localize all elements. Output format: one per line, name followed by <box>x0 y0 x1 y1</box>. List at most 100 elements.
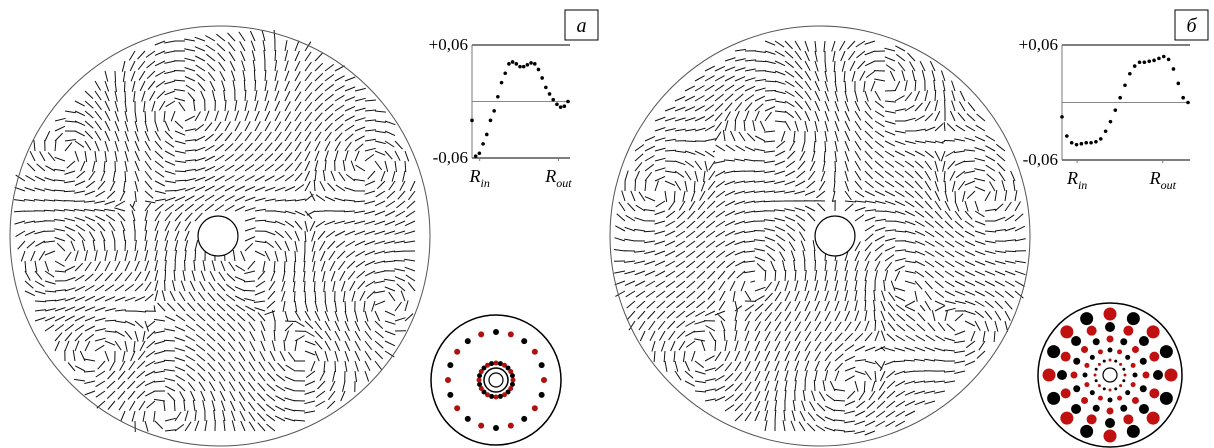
inset-dot <box>1071 336 1081 346</box>
inset-dot <box>1123 326 1133 336</box>
inset-dot <box>1073 385 1080 392</box>
data-point <box>1167 58 1171 62</box>
inset-dot <box>1090 355 1095 360</box>
inset-dot <box>478 423 484 429</box>
inset-dot <box>532 405 538 411</box>
data-point <box>481 142 485 146</box>
inset-dot <box>510 373 515 378</box>
inset-dot <box>1061 352 1071 362</box>
y-tick-label: -0,06 <box>1023 150 1058 169</box>
inset-dot <box>447 362 453 368</box>
data-point <box>518 65 522 69</box>
inset-dot <box>1103 360 1106 363</box>
data-point <box>1070 141 1074 145</box>
inset-dot <box>1093 338 1100 345</box>
y-tick-label: +0,06 <box>1019 35 1058 54</box>
inset-dot <box>498 394 503 399</box>
data-point <box>1181 96 1185 100</box>
inset-dot <box>1124 374 1127 377</box>
data-point <box>537 68 541 72</box>
data-point <box>1128 72 1132 76</box>
tick-symbol: R <box>469 166 481 186</box>
inset-dot <box>1071 404 1081 414</box>
inset-dot <box>1043 369 1056 382</box>
inset-dot <box>1083 373 1088 378</box>
inset-dot <box>1160 345 1173 358</box>
data-point <box>1152 59 1156 63</box>
data-point <box>529 61 533 65</box>
inner-cylinder <box>815 216 855 256</box>
inset-dot <box>1095 368 1098 371</box>
data-point <box>515 62 519 66</box>
inset-dot <box>1080 425 1093 438</box>
data-point <box>533 62 537 66</box>
inset-dot <box>493 329 499 335</box>
data-point <box>1123 83 1127 87</box>
data-point <box>1118 96 1122 100</box>
inset-dot <box>508 331 514 337</box>
inset-dot <box>1060 412 1073 425</box>
inset-dot <box>532 349 538 355</box>
inset-dot <box>477 378 482 383</box>
inset-dot <box>1047 392 1060 405</box>
inset-dot <box>1087 326 1097 336</box>
inset-dot <box>1149 352 1159 362</box>
data-point <box>478 151 482 155</box>
data-point <box>1065 134 1069 138</box>
data-point <box>1084 141 1088 145</box>
tick-subscript: in <box>481 176 490 190</box>
inset-dot <box>1131 382 1136 387</box>
inset-dot <box>1098 384 1101 387</box>
inset-hole <box>1103 368 1117 382</box>
inset-dot <box>1109 359 1112 362</box>
data-point <box>548 92 552 96</box>
inset-dot <box>1127 312 1140 325</box>
tick-symbol: R <box>1066 168 1078 188</box>
inset-dot <box>1127 425 1140 438</box>
inset-dot <box>521 416 527 422</box>
data-point <box>507 62 511 66</box>
data-point <box>511 60 515 64</box>
data-point <box>485 133 489 137</box>
data-point <box>566 100 570 104</box>
data-point <box>1114 108 1118 112</box>
inset-dot <box>1080 312 1093 325</box>
inset-dot <box>478 331 484 337</box>
inset-dot <box>1105 322 1115 332</box>
panel-label: а <box>577 15 587 37</box>
data-point <box>522 65 526 69</box>
inset-dot <box>1165 369 1178 382</box>
inset-dot <box>1071 372 1078 379</box>
inset-dot <box>1131 363 1136 368</box>
figure: +0,06-0,06RinRoutа+0,06-0,06RinRoutб <box>0 0 1214 448</box>
inset-dot <box>1117 396 1122 401</box>
data-point <box>1143 60 1147 64</box>
inset-dot <box>1122 379 1125 382</box>
inset-dot <box>1132 346 1139 353</box>
data-point <box>1094 140 1098 144</box>
inset-dot <box>1057 370 1067 380</box>
inset-dot <box>1081 397 1088 404</box>
inset-dot <box>1125 355 1130 360</box>
data-point <box>1133 64 1137 68</box>
data-point <box>1099 137 1103 141</box>
tick-subscript: out <box>556 176 572 190</box>
inset-dot <box>477 382 482 387</box>
inset-dot <box>1098 396 1103 401</box>
inset-dot <box>489 361 494 366</box>
inset-dot <box>1047 345 1060 358</box>
inset-dot <box>1103 387 1106 390</box>
data-point <box>526 63 530 67</box>
tick-subscript: in <box>1078 178 1087 192</box>
inset-dot <box>1094 374 1097 377</box>
inset-dot <box>465 338 471 344</box>
inset-dot <box>1084 382 1089 387</box>
data-point <box>1157 57 1161 61</box>
data-point <box>1089 141 1093 145</box>
tick-symbol: R <box>1149 168 1161 188</box>
inset-dot <box>1143 372 1150 379</box>
inset-dot <box>1160 392 1173 405</box>
x-tick-label: Rin <box>1066 168 1087 192</box>
inset-dot <box>511 378 516 383</box>
data-point <box>1075 143 1079 147</box>
